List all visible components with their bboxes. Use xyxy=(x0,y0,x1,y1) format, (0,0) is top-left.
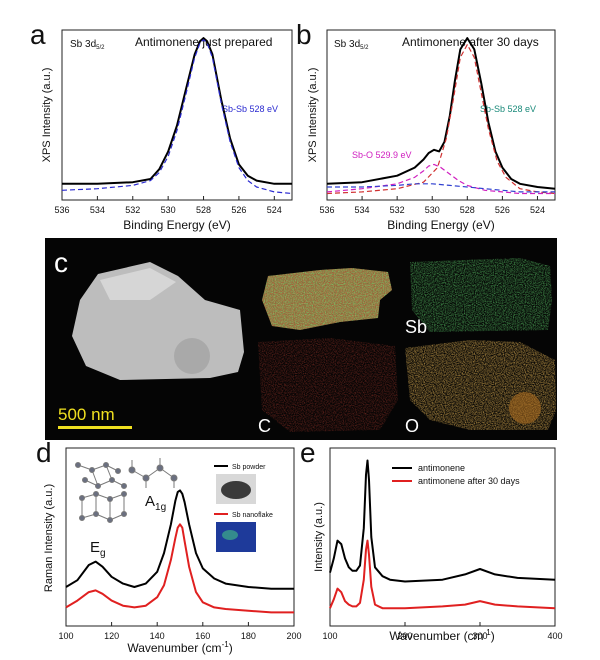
panel-letter-d: d xyxy=(36,437,52,468)
panel-a-series-2-line xyxy=(61,39,293,195)
a1g-structure-icon xyxy=(128,458,178,488)
panel-e-tick-label: 200 xyxy=(397,631,412,641)
panel-d-tick-label: 140 xyxy=(150,631,165,641)
panel-b-annotation-sbo: Sb-O 529.9 eV xyxy=(352,150,412,160)
panel-letter-c: c xyxy=(54,247,68,278)
panel-a-element-label: Sb 3d5/2 xyxy=(70,39,105,51)
panel-b-tick-label: 526 xyxy=(495,205,510,215)
panel-a-tick-label: 532 xyxy=(125,205,140,215)
panel-e-x-ticks: 100 200 300 400 xyxy=(322,622,563,641)
panel-b-series-1-line xyxy=(326,37,556,190)
panel-b-annotation-sbsb: Sb-Sb 528 eV xyxy=(480,104,536,114)
panel-a-annotation: Sb-Sb 528 eV xyxy=(222,104,278,114)
o-map-lobe xyxy=(509,392,541,424)
panel-e-y-axis-label: Intensity (a.u.) xyxy=(313,502,325,572)
panel-d-tick-label: 160 xyxy=(195,631,210,641)
panel-a-tick-label: 530 xyxy=(161,205,176,215)
panel-b-tick-label: 532 xyxy=(390,205,405,215)
panel-d-tick-label: 180 xyxy=(241,631,256,641)
panel-a-x-axis-label: Binding Energy (eV) xyxy=(123,218,230,232)
panel-b-tick-label: 534 xyxy=(355,205,370,215)
panel-d-tick-label: 200 xyxy=(286,631,301,641)
panel-e-series-1-line xyxy=(329,459,556,583)
map-label-o: O xyxy=(405,416,419,436)
panel-e-series-2-line xyxy=(329,539,556,610)
eg-structure-icon xyxy=(75,462,127,523)
panel-b-tick-label: 530 xyxy=(425,205,440,215)
panel-b-series-2-line xyxy=(326,44,556,195)
panel-e-frame xyxy=(329,447,556,627)
panel-b-tick-label: 524 xyxy=(530,205,545,215)
sb-powder-pile xyxy=(221,481,251,499)
haadf-flake-highlight xyxy=(100,268,176,300)
map-label-c: C xyxy=(258,416,271,436)
panel-a-series-1-line xyxy=(62,37,292,185)
panel-a-frame xyxy=(61,29,293,201)
panel-a-tick-label: 524 xyxy=(267,205,282,215)
panel-letter-a: a xyxy=(30,19,46,50)
panel-a-tick-label: 526 xyxy=(231,205,246,215)
panel-d-plot-area xyxy=(65,489,294,614)
sb-map-texture xyxy=(410,258,552,332)
mode-label-a1g: A1g xyxy=(145,493,166,513)
panel-b-series-4-line xyxy=(327,183,555,193)
panel-b-frame xyxy=(326,29,556,201)
panel-b-y-axis-label: XPS Intensity (a.u.) xyxy=(307,68,319,163)
panel-d-tick-label: 100 xyxy=(58,631,73,641)
panel-a-plot-area xyxy=(61,37,293,195)
panel-e-tick-label: 400 xyxy=(547,631,562,641)
haadf-flake-lobe xyxy=(174,338,210,374)
panel-letter-e: e xyxy=(300,437,316,468)
panel-e-chart: antimonene antimonene after 30 days 100 2… xyxy=(313,447,563,643)
panel-d-tick-label: 120 xyxy=(104,631,119,641)
panel-a-x-ticks: 536 534 532 530 528 526 524 xyxy=(54,196,282,215)
panel-a-title: Antimonene just prepared xyxy=(135,35,272,49)
panel-c-microscopy: c Sb C O 500 nm xyxy=(45,238,557,440)
panel-a-y-axis-label: XPS Intensity (a.u.) xyxy=(41,68,53,163)
panel-b-plot-area xyxy=(326,37,556,195)
panel-d-series-1-line xyxy=(65,489,294,590)
panel-d-chart: Eg A1g Sb powder Sb nanoflake 100 120 140 1… xyxy=(43,447,302,655)
scale-bar-label: 500 nm xyxy=(58,405,115,424)
legend-label-antimonene-30-days: antimonene after 30 days xyxy=(418,476,520,486)
panel-b-tick-label: 536 xyxy=(319,205,334,215)
c-map-texture xyxy=(258,338,398,432)
panel-e-tick-label: 300 xyxy=(472,631,487,641)
panel-b-series-3-line xyxy=(326,163,555,195)
map-label-sb: Sb xyxy=(405,317,427,337)
panel-b-x-ticks: 536 534 532 530 528 526 524 xyxy=(319,196,545,215)
legend-label-antimonene: antimonene xyxy=(418,463,465,473)
panel-a-tick-label: 534 xyxy=(90,205,105,215)
panel-letter-b: b xyxy=(296,19,312,50)
mode-label-eg: Eg xyxy=(90,539,106,559)
sb-nanoflake-spot xyxy=(222,530,238,540)
scale-bar xyxy=(58,426,132,429)
panel-b-tick-label: 528 xyxy=(460,205,475,215)
panel-d-x-axis-label: Wavenumber (cm-1) xyxy=(127,640,232,655)
panel-b-chart: Sb 3d5/2 Antimonene after 30 days Sb-Sb … xyxy=(307,29,556,232)
panel-a-chart: Sb 3d5/2 Antimonene just prepared Sb-Sb … xyxy=(41,29,293,232)
panel-b-x-axis-label: Binding Energy (eV) xyxy=(387,218,494,232)
panel-b-element-label: Sb 3d5/2 xyxy=(334,39,369,51)
panel-e-plot-area xyxy=(329,459,556,610)
legend-label-sb-powder: Sb powder xyxy=(232,464,266,471)
panel-a-tick-label: 536 xyxy=(54,205,69,215)
panel-d-x-ticks: 100 120 140 160 180 200 xyxy=(58,622,302,641)
panel-e-tick-label: 100 xyxy=(322,631,337,641)
panel-e-x-axis-label: Wavenumber (cm-1) xyxy=(389,628,494,643)
panel-d-series-2-line xyxy=(65,523,294,614)
panel-d-y-axis-label: Raman Intensity (a.u.) xyxy=(43,484,55,592)
legend-label-sb-nanoflake: Sb nanoflake xyxy=(232,512,273,519)
panel-a-tick-label: 528 xyxy=(196,205,211,215)
panel-d-frame xyxy=(65,447,295,627)
